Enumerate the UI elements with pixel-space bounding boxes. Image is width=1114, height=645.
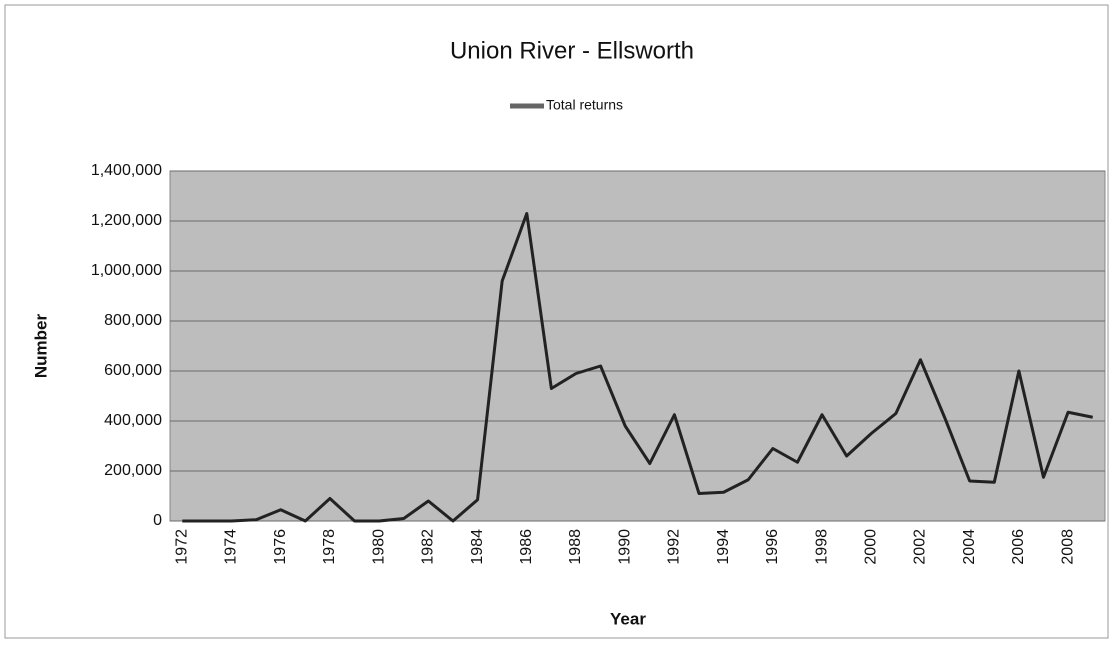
data-line: [182, 212, 1093, 523]
x-tick-label: 1978: [321, 529, 338, 565]
x-tick-label: 1972: [174, 529, 191, 565]
y-tick-label: 1,200,000: [91, 212, 162, 229]
y-tick-label: 1,400,000: [91, 162, 162, 179]
x-tick-label: 2000: [862, 529, 879, 565]
y-tick-label: 200,000: [104, 462, 162, 479]
x-tick-label: 1974: [223, 529, 240, 565]
x-tick-label: 2008: [1059, 529, 1076, 565]
x-tick-label: 1980: [370, 529, 387, 565]
x-tick-label: 1998: [813, 529, 830, 565]
y-tick-label: 800,000: [104, 312, 162, 329]
x-tick-label: 1984: [469, 529, 486, 565]
x-tick-label: 1976: [272, 529, 289, 565]
y-tick-label: 400,000: [104, 412, 162, 429]
legend-label: Total returns: [546, 97, 623, 113]
plot-area: [169, 170, 1106, 522]
x-tick-label: 2006: [1010, 529, 1027, 565]
x-axis-label: Year: [610, 609, 646, 628]
x-tick-label: 1996: [764, 529, 781, 565]
x-tick-label: 1990: [616, 529, 633, 565]
y-tick-label: 0: [153, 512, 162, 529]
chart-title: Union River - Ellsworth: [450, 37, 694, 64]
x-tick-label: 2004: [961, 529, 978, 565]
x-tick-label: 1982: [420, 529, 437, 565]
x-tick-label: 1992: [666, 529, 683, 565]
x-tick-label: 1986: [518, 529, 535, 565]
x-tick-label: 1994: [715, 529, 732, 565]
y-tick-label: 1,000,000: [91, 262, 162, 279]
x-tick-label: 1988: [567, 529, 584, 565]
y-axis-label: Number: [31, 314, 50, 379]
x-tick-label: 2002: [912, 529, 929, 565]
y-tick-label: 600,000: [104, 362, 162, 379]
